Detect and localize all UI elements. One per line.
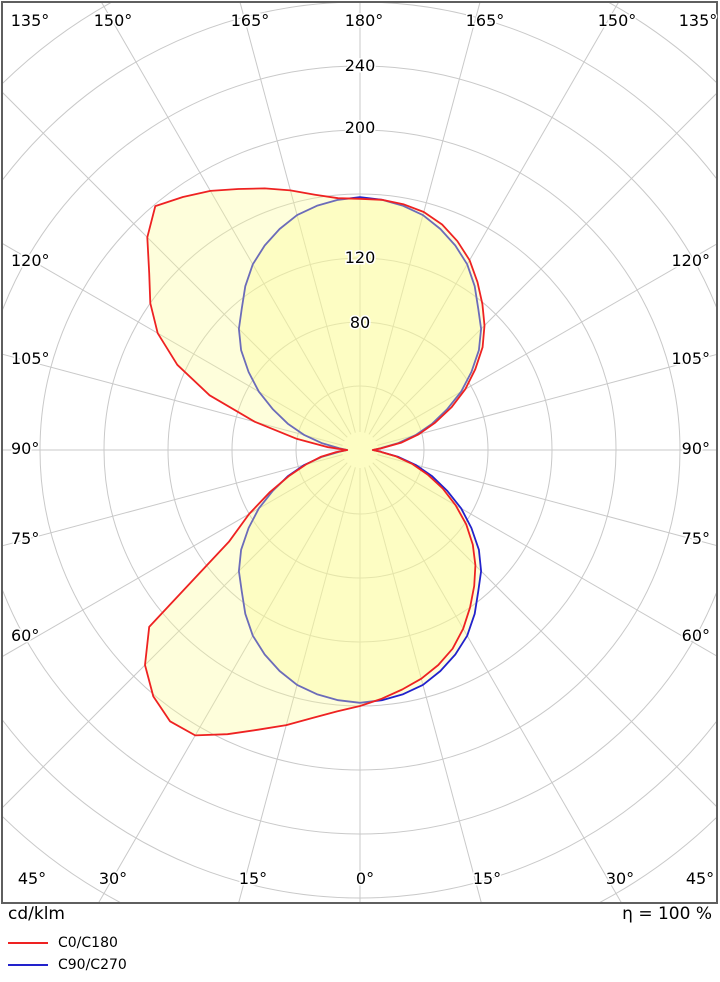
angle-label: 150° — [598, 11, 637, 30]
angle-label: 30° — [606, 869, 634, 888]
angle-label: 150° — [94, 11, 133, 30]
legend-label: C90/C270 — [58, 957, 127, 973]
angle-label: 60° — [682, 626, 710, 645]
angle-label: 90° — [682, 439, 710, 458]
angle-label: 75° — [11, 529, 39, 548]
blue-line-swatch — [8, 964, 48, 966]
grid-radial-line — [238, 467, 356, 902]
grid-radial-line — [101, 3, 352, 435]
grid-radial-line — [375, 458, 716, 657]
ring-value-label: 240 — [345, 56, 376, 75]
legend-item-c90-c270: C90/C270 — [8, 954, 127, 976]
grid-radial-line — [3, 243, 345, 442]
angle-label: 15° — [473, 869, 501, 888]
angle-label: 165° — [231, 11, 270, 30]
grid-radial-line — [239, 3, 356, 433]
grid-radial-line — [377, 354, 716, 446]
angle-label: 15° — [239, 869, 267, 888]
angle-label: 120° — [671, 251, 710, 270]
angle-label: 135° — [679, 11, 718, 30]
unit-label: cd/klm — [8, 904, 65, 924]
curve-c0-c180 — [144, 187, 486, 737]
red-line-swatch — [8, 942, 48, 944]
plot-border — [1, 1, 718, 904]
grid-radial-line — [3, 92, 348, 438]
efficiency-label: η = 100 % — [622, 904, 712, 924]
angle-label: 45° — [686, 869, 714, 888]
angle-label: 105° — [671, 349, 710, 368]
grid-radial-line — [372, 462, 716, 807]
grid-radial-line — [364, 467, 482, 902]
grid-radial-line — [372, 93, 716, 438]
grid-radial-line — [3, 353, 343, 446]
grid-radial-line — [3, 462, 348, 808]
angle-label: 165° — [466, 11, 505, 30]
ring-value-label: 120 — [345, 248, 376, 267]
labels: 135° 150° 165° 180° 165° 150° 135° 120° 105° 90° 7… — [9, 10, 719, 890]
ring-value-label: 80 — [350, 313, 370, 332]
angle-label: 45° — [18, 869, 46, 888]
legend-item-c0-c180: C0/C180 — [8, 932, 127, 954]
angle-label: 135° — [11, 11, 50, 30]
angle-label: 90° — [11, 439, 39, 458]
grid-radial-line — [3, 454, 343, 547]
angle-label: 105° — [11, 349, 50, 368]
legend-label: C0/C180 — [58, 935, 118, 951]
grid-radial-line — [368, 3, 619, 435]
curves — [144, 187, 486, 737]
angle-label: 30° — [99, 869, 127, 888]
grid-radial-line — [364, 3, 481, 433]
angle-label: 60° — [11, 626, 39, 645]
angle-label: 75° — [682, 529, 710, 548]
ring-value-label: 200 — [345, 118, 376, 137]
grid-radial-line — [368, 465, 622, 902]
angle-label: 120° — [11, 251, 50, 270]
legend: C0/C180 C90/C270 — [8, 932, 127, 976]
angle-label: 0° — [356, 869, 374, 888]
grid-radial-line — [377, 454, 716, 546]
grid-radial-line — [3, 458, 345, 657]
angle-label: 180° — [345, 11, 384, 30]
